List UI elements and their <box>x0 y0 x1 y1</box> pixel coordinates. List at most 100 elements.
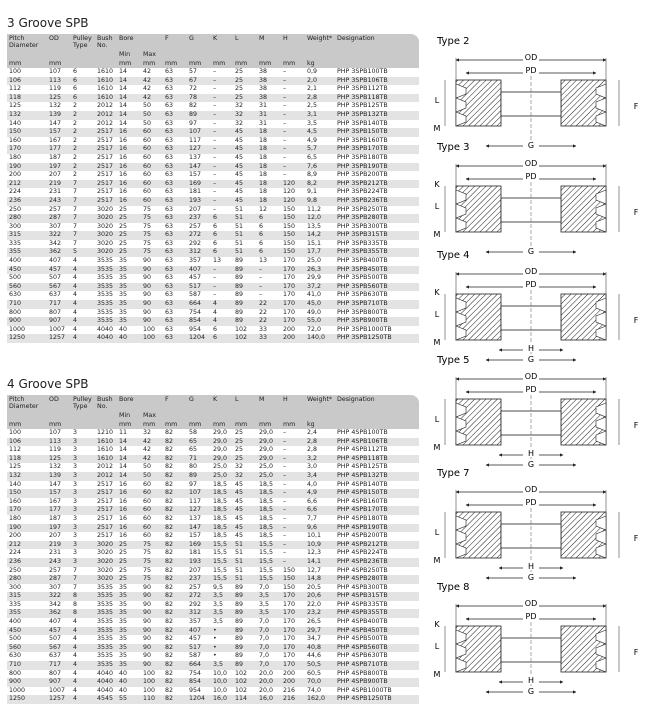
cell: 4 <box>71 274 95 283</box>
dimension-label: H <box>528 344 534 353</box>
cell: 25 <box>117 248 141 258</box>
cell: 82 <box>163 523 187 533</box>
cell: 63 <box>163 205 187 215</box>
cell: 3020 <box>95 540 117 550</box>
cell: 114 <box>233 695 257 704</box>
unit-cell: mm <box>117 60 141 68</box>
cell: PHP 4SPB236TB <box>335 557 419 567</box>
cell: 18 <box>257 145 281 154</box>
label-bg <box>523 66 539 74</box>
cell: 82 <box>163 514 187 524</box>
cell: 12 <box>257 205 281 215</box>
cell: 3020 <box>95 575 117 584</box>
groove <box>595 416 607 432</box>
cell: 14 <box>117 110 141 120</box>
cell: 664 <box>187 300 211 309</box>
cell: 90 <box>141 300 163 309</box>
cell: 407 <box>47 618 71 627</box>
cell: 322 <box>47 592 71 601</box>
cell: 16 <box>117 171 141 180</box>
data-row: 160 167 2 2517 16 60 63 117–45 18–4,9 PHP 3SPB160… <box>7 136 419 146</box>
data-row: 280 287 7 3020 25 75 63 237 6 51 6 150 12,0 PHP 3SPB2… <box>7 214 419 223</box>
cell: 117 <box>187 136 211 146</box>
cell: 4 <box>211 317 233 326</box>
label-bg <box>523 676 539 684</box>
cell: 16 <box>117 153 141 163</box>
data-row: 100 107 6 1610 14 42 63 57–25 38–0,9 PHP 3SPB100T… <box>7 68 419 77</box>
data-row: 106 113 3 1610 14 42 82 65 29,0 25 29,0–2,8 PHP 4SP… <box>7 437 419 447</box>
cell: PHP 4SPB1250TB <box>335 695 419 704</box>
data-row: 630 637 4 3535 35 90 63 587–89–170 41,0 PHP 3SPB6… <box>7 291 419 301</box>
cell: 907 <box>47 317 71 326</box>
data-row: 355 362 8 3535 35 90 82 312 3,5 89 3,5 170 23,2 PHP 4… <box>7 609 419 619</box>
cell: 4 <box>71 291 95 301</box>
cell: 29,0 <box>211 446 233 455</box>
cell: 125 <box>47 454 71 464</box>
cell: 20,0 <box>257 669 281 679</box>
column-header: Bush No. <box>95 395 117 421</box>
cell: PHP 3SPB560TB <box>335 282 419 292</box>
label-bg <box>523 141 539 149</box>
cell: 22,0 <box>305 600 335 610</box>
cell: 3,5 <box>211 661 233 670</box>
unit-cell: mm <box>141 421 163 429</box>
cell: 1250 <box>7 695 47 704</box>
cell: 2,8 <box>305 93 335 103</box>
cell: 14 <box>117 68 141 77</box>
cell: 6 <box>257 239 281 249</box>
cell: 2517 <box>95 514 117 524</box>
cell: 45 <box>233 171 257 180</box>
cell: 75 <box>141 239 163 249</box>
cell: PHP 4SPB560TB <box>335 643 419 653</box>
cell: 89 <box>233 652 257 662</box>
cell: 35 <box>117 643 141 653</box>
cell: 40 <box>117 325 141 335</box>
label-bg <box>523 612 539 620</box>
cell: 6 <box>71 68 95 77</box>
cell: 237 <box>187 214 211 223</box>
dimension-label: L <box>435 415 440 424</box>
data-row: 236 243 7 2517 16 60 63 193–45 18 120 9,8 PHP 3SPB2… <box>7 196 419 206</box>
cell: 250 <box>7 566 47 576</box>
cell: 4040 <box>95 334 117 343</box>
cell: 2012 <box>95 102 117 111</box>
cell: 212 <box>7 540 47 550</box>
cell: 280 <box>7 214 47 223</box>
cell: 147 <box>187 162 211 172</box>
cell: 807 <box>47 308 71 318</box>
column-header: M <box>257 395 281 421</box>
cell: 14 <box>117 454 141 464</box>
cell: 13 <box>257 257 281 266</box>
data-row: 250 257 7 3020 25 75 82 207 15,5 51 15,5 150 12,7 PHP… <box>7 566 419 576</box>
cell: 60 <box>141 188 163 197</box>
cell: 200 <box>281 669 305 679</box>
cell: 89 <box>187 471 211 481</box>
data-row: 800 807 4 4040 40 100 82 754 10,0 102 20,0 200 60,5 P… <box>7 669 419 679</box>
groove <box>595 189 607 205</box>
cell: 170 <box>281 592 305 601</box>
cell: 18,5 <box>211 480 233 490</box>
dimension-label: PD <box>526 385 537 394</box>
cell: 18,5 <box>257 514 281 524</box>
cell: 60 <box>141 128 163 137</box>
data-row: 250 257 7 3020 25 75 63 207–51 12 150 11,2 PHP 3SPB… <box>7 205 419 215</box>
cell: 140,0 <box>305 334 335 343</box>
cell: 17,7 <box>305 248 335 258</box>
dimension-label: M <box>434 443 441 452</box>
table-block: 4 Groove SPB Pitch Diameter OD Pulley Type B… <box>7 373 419 704</box>
cell: 90 <box>141 291 163 301</box>
cell: PHP 4SPB450TB <box>335 626 419 636</box>
cell: PHP 3SPB500TB <box>335 274 419 283</box>
cell: 140 <box>7 119 47 129</box>
column-header: Pulley Type <box>71 34 95 60</box>
cell: 150 <box>281 222 305 232</box>
cell: 292 <box>187 239 211 249</box>
cell: 40 <box>117 669 141 679</box>
cell: 10,9 <box>305 540 335 550</box>
groove <box>455 217 467 233</box>
data-row: 118 125 6 1610 14 42 63 78–25 38–2,8 PHP 3SPB118T… <box>7 93 419 103</box>
cell: 4 <box>71 652 95 662</box>
cell: 35 <box>117 626 141 636</box>
diagram-title: Type 8 <box>436 582 470 593</box>
cell: 65 <box>187 437 211 447</box>
